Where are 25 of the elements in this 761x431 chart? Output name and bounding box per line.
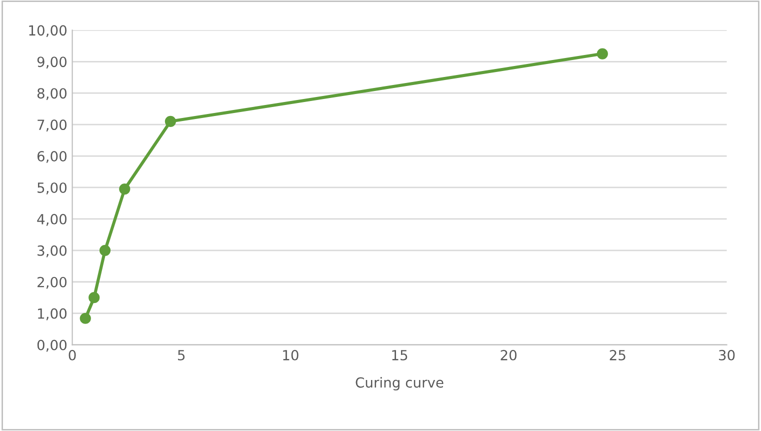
point (88, 292, 100, 304)
x-tick-label: 5 (178, 350, 185, 360)
x-tick-label: 20 (500, 350, 517, 360)
point (164, 116, 176, 127)
x-tick-label: 15 (392, 350, 408, 360)
y-tick-label: 2,00 (38, 276, 67, 289)
y-tick-label: 10,00 (29, 25, 67, 38)
x-tick-label: 10 (283, 350, 298, 360)
y-tick-label: 8,00 (37, 88, 67, 100)
y-tick-label: 3,00 (38, 245, 67, 258)
y-tick-label: 7,00 (38, 120, 67, 132)
point (596, 48, 608, 60)
y-tick-label: 4,00 (37, 214, 67, 226)
x-axis-title: Curing curve (356, 376, 444, 390)
x-tick-label: 30 (718, 350, 735, 360)
y-tick-label: 0,00 (37, 340, 67, 352)
y-tick-label: 5,00 (38, 182, 67, 194)
point (80, 312, 91, 324)
x-tick-label: 0 (68, 350, 76, 360)
y-tick-label: 6,00 (37, 150, 67, 163)
x-tick-label: 25 (610, 350, 626, 360)
y-tick-label: 9,00 (37, 56, 67, 69)
point (99, 244, 111, 256)
y-tick-label: 1,00 (38, 308, 67, 320)
point (119, 184, 130, 195)
